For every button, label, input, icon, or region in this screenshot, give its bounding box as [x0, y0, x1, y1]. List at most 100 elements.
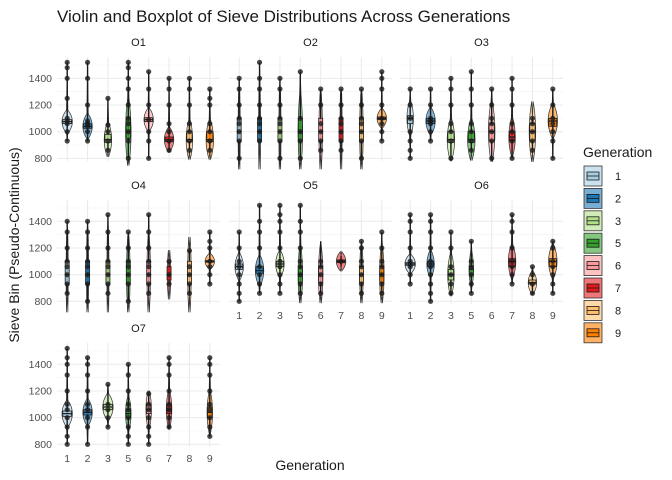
legend-label: 3 — [615, 216, 621, 228]
violin-gen-7 — [507, 212, 517, 287]
data-point — [550, 155, 556, 161]
data-point — [207, 102, 213, 108]
legend-entry-7: 7 — [583, 277, 621, 299]
data-point — [146, 415, 152, 421]
data-point — [146, 281, 152, 287]
x-tick-label: 6 — [489, 310, 495, 322]
x-tick-label: 3 — [448, 310, 454, 322]
data-point — [468, 121, 474, 127]
data-point — [468, 147, 474, 153]
data-point — [529, 272, 536, 278]
data-point — [448, 155, 454, 161]
data-point — [550, 245, 556, 251]
data-point — [407, 229, 413, 235]
y-tick-label: 800 — [34, 153, 52, 165]
data-point — [379, 258, 385, 264]
data-point — [529, 264, 536, 270]
data-point — [84, 401, 91, 407]
data-point — [550, 238, 556, 244]
data-point — [427, 86, 434, 92]
violin-gen-6 — [143, 69, 154, 161]
data-point — [64, 264, 70, 270]
data-point — [166, 361, 172, 367]
data-point — [256, 245, 263, 251]
data-point — [529, 115, 536, 121]
data-point — [236, 258, 242, 264]
legend-entry-9: 9 — [583, 322, 621, 344]
data-point — [64, 258, 70, 264]
data-point — [64, 355, 70, 361]
data-point — [166, 415, 172, 421]
data-point — [318, 281, 324, 287]
legend-title: Generation — [583, 144, 652, 160]
data-point — [318, 264, 324, 270]
data-point — [105, 129, 111, 135]
violin-gen-5 — [125, 229, 131, 313]
data-point — [297, 272, 303, 278]
data-point — [207, 433, 213, 439]
violin-gen-3 — [447, 229, 455, 297]
data-point — [358, 102, 365, 108]
y-tick-label: 1000 — [29, 412, 53, 424]
data-point — [489, 115, 495, 121]
data-point — [256, 290, 263, 296]
data-point — [166, 272, 172, 278]
violin-gen-9 — [376, 69, 387, 144]
data-point — [468, 281, 474, 287]
data-point — [277, 212, 283, 218]
data-point — [407, 155, 413, 161]
data-point — [125, 65, 131, 71]
data-point — [125, 115, 131, 121]
data-point — [358, 86, 365, 92]
data-point — [84, 388, 91, 394]
data-point — [64, 95, 70, 101]
data-point — [468, 102, 474, 108]
data-point — [427, 102, 434, 108]
data-point — [166, 258, 172, 264]
data-point — [84, 218, 91, 224]
data-point — [358, 264, 365, 270]
data-point — [468, 238, 474, 244]
data-point — [379, 281, 385, 287]
data-point — [84, 129, 91, 135]
violin-gen-2 — [84, 218, 91, 313]
data-point — [489, 86, 495, 92]
data-point — [146, 424, 152, 430]
data-point — [236, 138, 242, 144]
data-point — [427, 290, 434, 296]
data-point — [105, 147, 111, 153]
data-point — [509, 258, 515, 264]
data-point — [207, 361, 213, 367]
data-point — [358, 258, 365, 264]
data-point — [277, 155, 283, 161]
data-point — [125, 401, 131, 407]
data-point — [407, 115, 413, 121]
data-point — [338, 115, 344, 121]
data-point — [338, 129, 344, 135]
data-point — [84, 75, 91, 81]
data-point — [509, 138, 515, 144]
violin-gen-9 — [547, 86, 558, 161]
data-point — [125, 372, 131, 378]
data-point — [318, 147, 324, 153]
x-tick-label: 2 — [85, 453, 91, 465]
data-point — [84, 245, 91, 251]
data-point — [277, 245, 283, 251]
data-point — [256, 218, 263, 224]
violin-gen-5 — [468, 238, 474, 296]
violin-gen-3 — [105, 212, 111, 313]
data-point — [105, 401, 111, 407]
data-point — [297, 229, 303, 235]
data-point — [207, 355, 213, 361]
data-point — [256, 281, 263, 287]
data-point — [297, 264, 303, 270]
data-point — [146, 117, 152, 123]
data-point — [64, 245, 70, 251]
data-point — [277, 115, 283, 121]
data-point — [448, 86, 454, 92]
data-point — [166, 75, 172, 81]
data-point — [379, 264, 385, 270]
data-point — [468, 258, 474, 264]
x-tick-label: 1 — [407, 310, 413, 322]
violin-gen-1 — [234, 229, 244, 304]
